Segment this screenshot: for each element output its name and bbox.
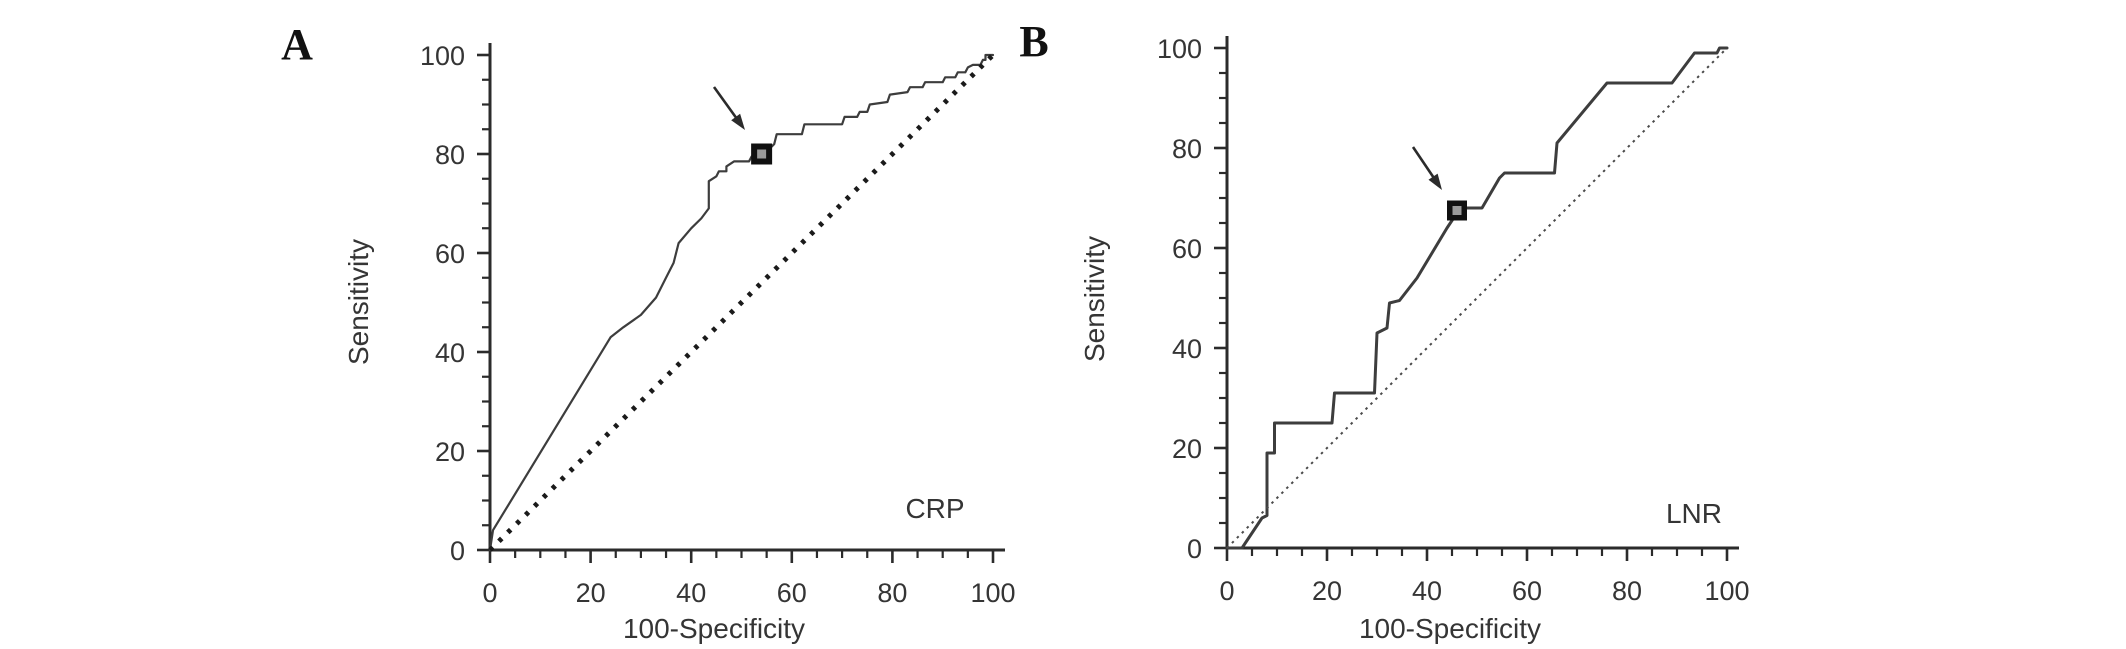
- y-tick-label: 80: [1172, 134, 1202, 164]
- x-tick-label: 40: [1412, 576, 1442, 606]
- roc-curve-lnr: [1225, 46, 1729, 550]
- x-tick-label: 100: [1704, 576, 1749, 606]
- x-tick-label: 80: [877, 578, 907, 608]
- curve-label-lnr: LNR: [1666, 498, 1722, 529]
- x-tick-label: 100: [970, 578, 1015, 608]
- annotation-arrow-shaft: [1411, 146, 1439, 184]
- y-axis-title: Sensitivity: [343, 239, 374, 365]
- y-tick-label: 60: [435, 239, 465, 269]
- x-tick-label: 40: [676, 578, 706, 608]
- operating-point-marker-inner: [1452, 206, 1462, 215]
- annotation-arrow-head: [731, 113, 745, 130]
- panel-a: 0 20 40 60 80 100 0 20 40 60 80 100 A CRP 100-Specific…: [281, 20, 1015, 644]
- annotation-arrow-head: [1428, 173, 1442, 190]
- x-tick-label: 20: [1312, 576, 1342, 606]
- y-tick-label: 100: [420, 41, 465, 71]
- x-tick-label: 0: [482, 578, 497, 608]
- x-tick-label: 60: [777, 578, 807, 608]
- y-tick-label: 40: [435, 338, 465, 368]
- x-tick-label: 0: [1219, 576, 1234, 606]
- y-tick-label: 20: [1172, 434, 1202, 464]
- y-tick-label: 60: [1172, 234, 1202, 264]
- chance-diagonal-line: [488, 53, 995, 552]
- y-axis-title: Sensitivity: [1079, 236, 1110, 362]
- roc-curve-crp: [488, 53, 995, 552]
- x-tick-label: 20: [576, 578, 606, 608]
- curve-label-crp: CRP: [905, 493, 964, 524]
- x-tick-label: 80: [1612, 576, 1642, 606]
- y-tick-label: 0: [1187, 534, 1202, 564]
- y-tick-label: 0: [450, 536, 465, 566]
- y-tick-label: 20: [435, 437, 465, 467]
- y-tick-label: 40: [1172, 334, 1202, 364]
- panel-label-b: B: [1019, 17, 1048, 66]
- x-axis-title: 100-Specificity: [623, 613, 805, 644]
- chance-diagonal-line: [1226, 47, 1728, 549]
- y-tick-label: 80: [435, 140, 465, 170]
- x-tick-label: 60: [1512, 576, 1542, 606]
- x-axis-title: 100-Specificity: [1359, 613, 1541, 644]
- annotation-arrow-shaft: [712, 86, 741, 124]
- y-tick-label: 100: [1157, 34, 1202, 64]
- panel-b: 0 20 40 60 80 100 0 20 40 60 80 100 B LNR 100-Specific…: [1019, 17, 1749, 644]
- panel-label-a: A: [281, 20, 313, 69]
- operating-point-marker-inner: [757, 149, 767, 159]
